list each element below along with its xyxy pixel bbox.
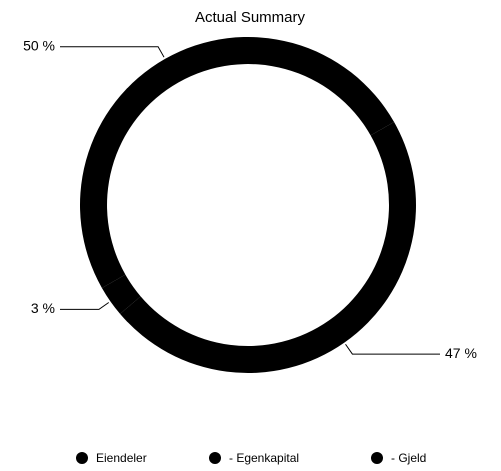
- legend-label: - Gjeld: [391, 451, 426, 465]
- legend-label: Eiendeler: [96, 451, 147, 465]
- data-label: 47 %: [445, 345, 477, 361]
- donut-segment: [120, 122, 417, 374]
- leader-line: [60, 302, 110, 310]
- legend-marker: [209, 452, 221, 464]
- data-label: 50 %: [23, 37, 55, 53]
- legend-marker: [371, 452, 383, 464]
- legend-label: - Egenkapital: [229, 451, 299, 465]
- leader-line: [345, 343, 440, 355]
- leader-line: [60, 46, 165, 58]
- legend-marker: [76, 452, 88, 464]
- chart-title: Actual Summary: [195, 9, 306, 26]
- donut-segment: [101, 274, 141, 314]
- data-label: 3 %: [31, 300, 55, 316]
- donut-segment: [80, 37, 395, 288]
